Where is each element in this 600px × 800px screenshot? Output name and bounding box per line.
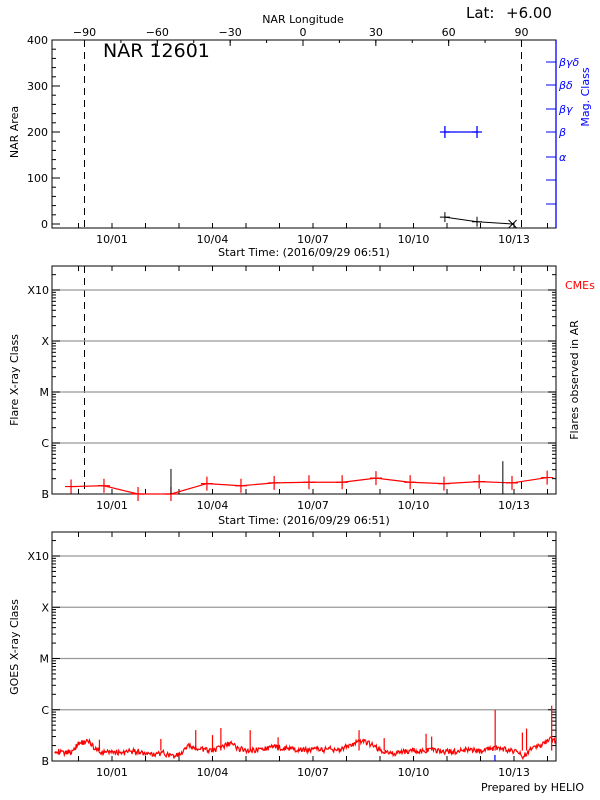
area-line [444, 216, 513, 225]
top-tick-label: 30 [369, 26, 383, 39]
area-point-marker [472, 216, 483, 227]
y-tick-label: X [41, 601, 49, 614]
area-point-marker [439, 212, 450, 223]
goes-flux-line [54, 736, 556, 761]
top-tick-label: −90 [73, 26, 96, 39]
plot-frame-1 [51, 39, 557, 229]
flare-point-marker [437, 476, 450, 491]
y-tick-label: 0 [41, 218, 48, 231]
y-tick-label: 200 [27, 126, 48, 139]
top-tick-label: −60 [146, 26, 169, 39]
y-tick-label: M [40, 386, 50, 399]
y-axis-label-magclass: Mag. Class [579, 67, 592, 126]
x-tick-label: 10/01 [96, 499, 128, 512]
top-tick-label: 0 [300, 26, 307, 39]
right-label-flares: Flares observed in AR [568, 320, 581, 440]
mag-class-label: α [559, 151, 567, 164]
y-tick-label: C [41, 437, 49, 450]
x-tick-label: 10/07 [297, 499, 329, 512]
x-tick-label: 10/10 [398, 233, 430, 246]
flare-point-marker [65, 479, 78, 494]
y-tick-label: 300 [27, 80, 48, 93]
y-axis-label-flare: Flare X-ray Class [8, 334, 21, 426]
top-axis-title: NAR Longitude [262, 13, 344, 26]
x-tick-label: 10/10 [398, 499, 430, 512]
x-tick-label: 10/10 [398, 766, 430, 779]
flare-point-marker [404, 475, 417, 490]
y-tick-label: X10 [27, 284, 49, 297]
flare-point-marker [541, 470, 554, 485]
legend-cmes: CMEs [565, 279, 595, 292]
y-tick-label: B [41, 488, 49, 501]
lat-value: +6.00 [506, 4, 552, 22]
flare-point-marker [97, 478, 110, 493]
y-axis-label-area: NAR Area [8, 106, 21, 158]
top-tick-label: 60 [442, 26, 456, 39]
flare-point-marker [505, 475, 518, 490]
flare-point-marker [473, 474, 486, 489]
x-tick-label: 10/07 [297, 233, 329, 246]
mag-class-marker [472, 126, 483, 138]
x-tick-label: 10/04 [197, 499, 229, 512]
y-tick-label: 100 [27, 172, 48, 185]
x-tick-label: 10/07 [297, 766, 329, 779]
mag-class-label: βγ [558, 103, 573, 116]
y-tick-label: B [41, 755, 49, 768]
mag-class-marker [439, 126, 450, 138]
flare-point-marker [336, 475, 349, 490]
plot-frame-3 [51, 531, 557, 762]
area-point-marker [508, 219, 517, 229]
mag-class-label: βδ [558, 79, 573, 92]
y-axis-label-goes: GOES X-ray Class [8, 599, 21, 695]
x-tick-label: 10/04 [197, 766, 229, 779]
y-tick-label: 400 [27, 34, 48, 47]
footer-credit: Prepared by HELIO [481, 781, 584, 794]
top-tick-label: −30 [219, 26, 242, 39]
region-title: NAR 12601 [103, 40, 210, 62]
flare-point-marker [234, 478, 247, 493]
flare-point-marker [132, 487, 145, 501]
flare-point-marker [268, 475, 281, 490]
plot-frame-2 [51, 265, 557, 495]
x-axis-label-1: Start Time: (2016/09/29 06:51) [218, 246, 390, 259]
flare-point-marker [369, 471, 382, 486]
x-tick-label: 10/01 [96, 766, 128, 779]
y-tick-label: X [41, 335, 49, 348]
x-tick-label: 10/13 [498, 233, 530, 246]
x-axis-label-2: Start Time: (2016/09/29 06:51) [218, 514, 390, 527]
x-tick-label: 10/04 [197, 233, 229, 246]
flare-point-marker [200, 476, 213, 491]
top-tick-label: 90 [515, 26, 529, 39]
mag-class-label: βγδ [558, 56, 580, 69]
mag-class-label: β [558, 126, 566, 139]
flare-point-marker [302, 475, 315, 490]
x-tick-label: 10/13 [498, 499, 530, 512]
x-tick-label: 10/01 [96, 233, 128, 246]
y-tick-label: M [40, 653, 50, 666]
x-tick-label: 10/13 [498, 766, 530, 779]
y-tick-label: X10 [27, 550, 49, 563]
lat-label: Lat: [466, 4, 494, 22]
y-tick-label: C [41, 704, 49, 717]
